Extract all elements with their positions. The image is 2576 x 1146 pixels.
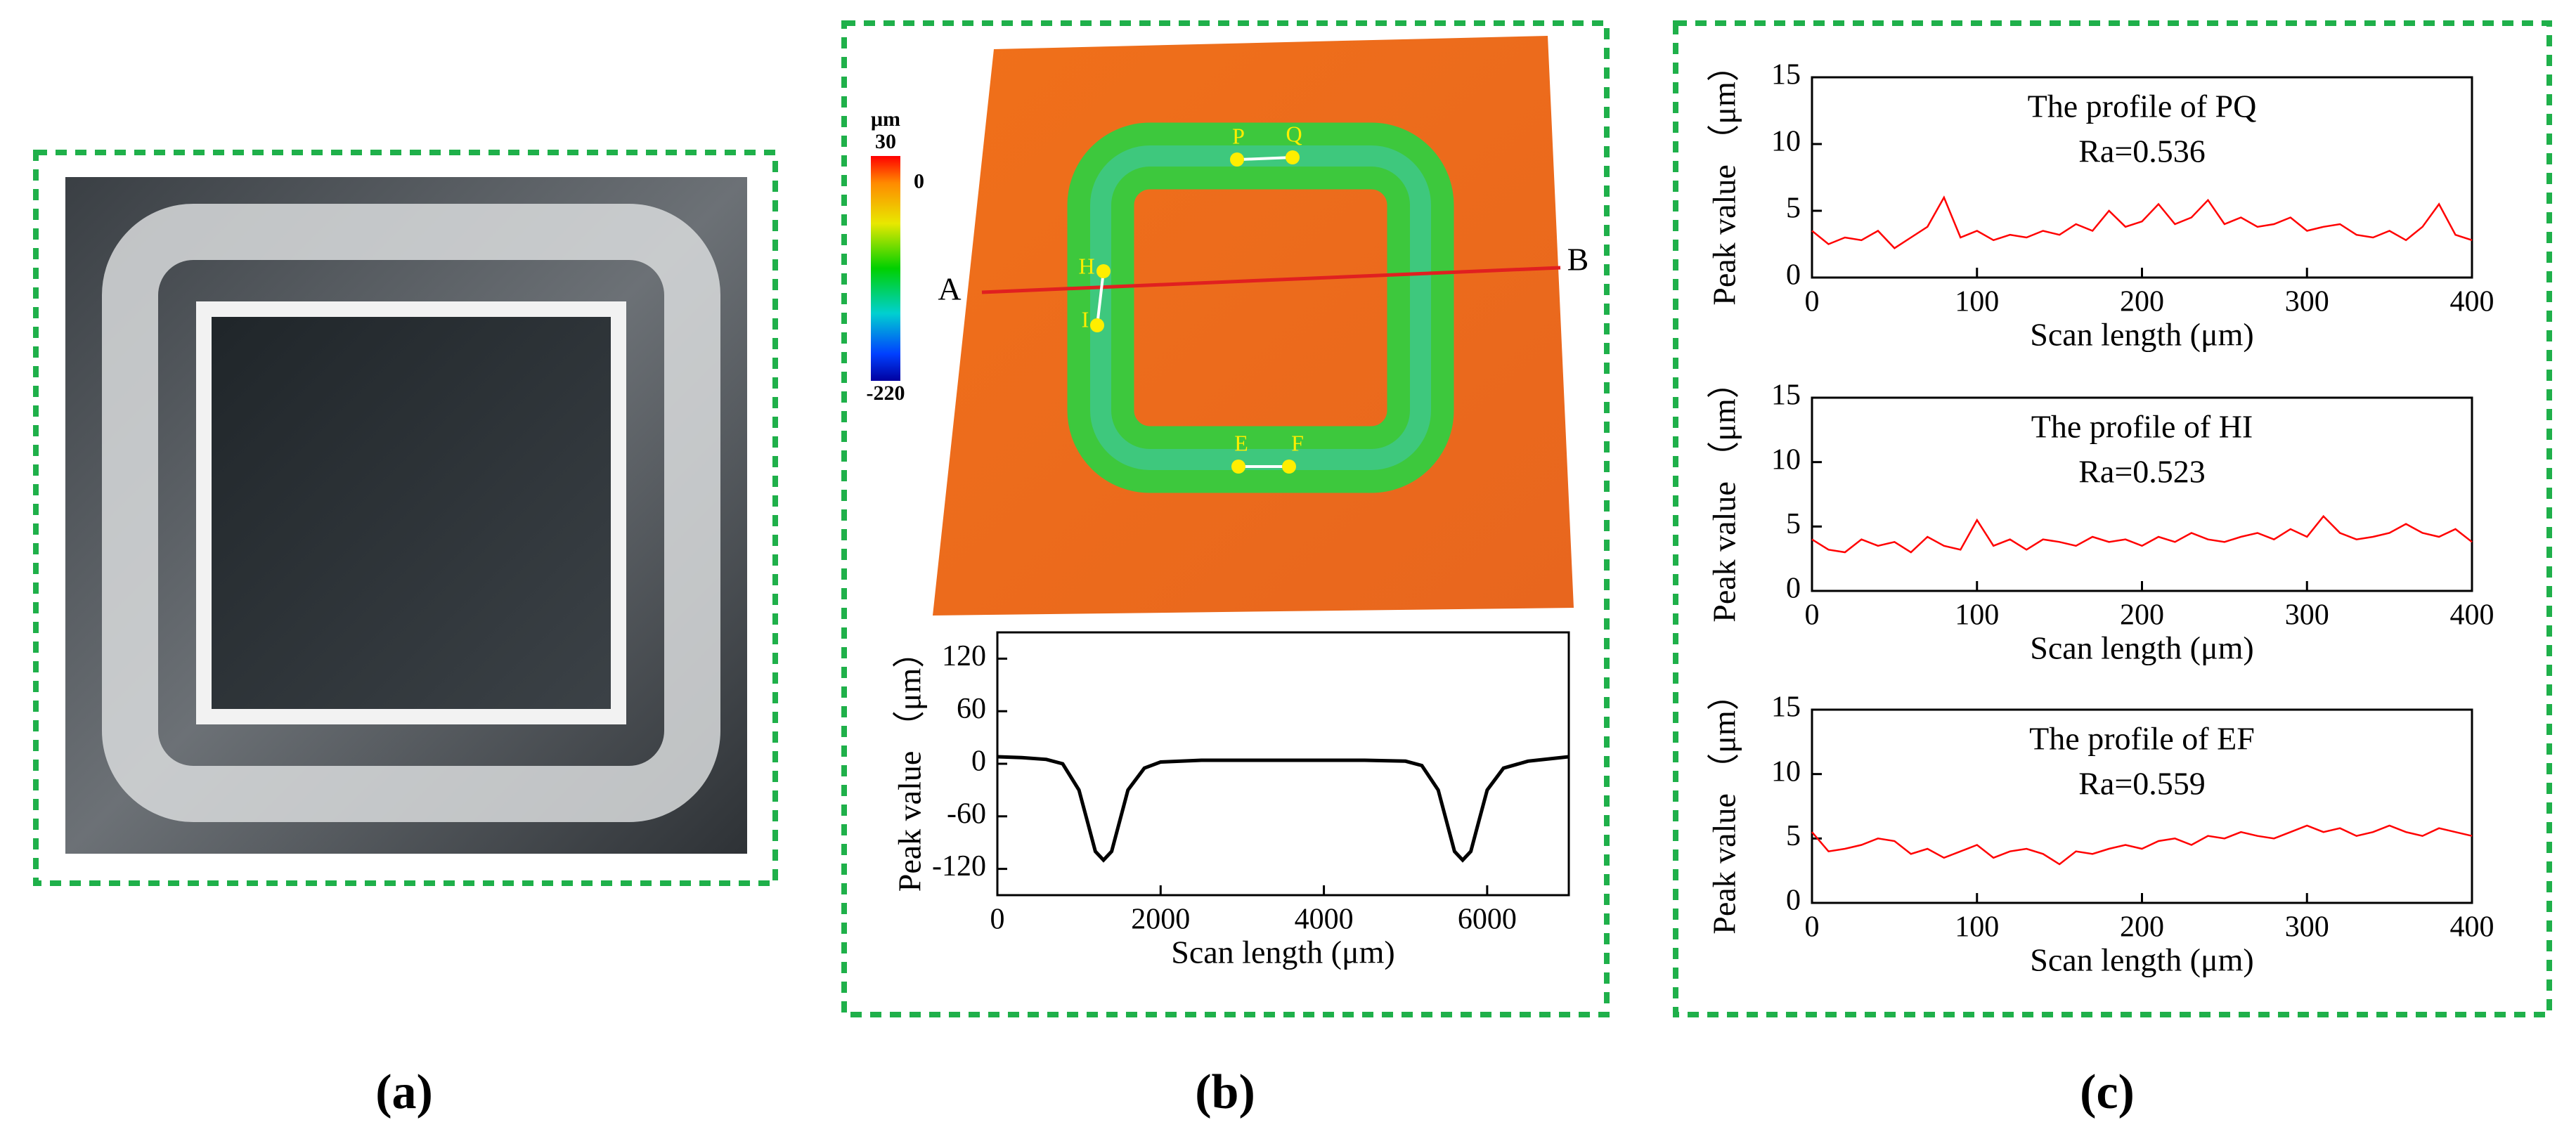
y-tick-label: 120 <box>942 640 986 672</box>
x-tick-label: 0 <box>1805 911 1820 944</box>
point-label: H <box>1078 253 1094 278</box>
point-label: E <box>1234 430 1248 455</box>
y-tick-label: 0 <box>971 745 986 778</box>
colorbar <box>871 156 900 381</box>
x-tick-label: 100 <box>1955 286 1999 318</box>
x-axis-label: Scan length (μm) <box>1171 935 1394 970</box>
data-line <box>997 755 1569 863</box>
x-tick-label: 0 <box>1805 599 1820 632</box>
y-tick-label: 60 <box>957 693 986 725</box>
y-tick-label: 0 <box>1786 885 1801 917</box>
point-label: Q <box>1286 121 1302 146</box>
x-tick-label: 100 <box>1955 599 1999 632</box>
panel-frame <box>841 20 1610 1017</box>
x-axis-label: Scan length (μm) <box>2030 630 2253 666</box>
section-line <box>981 266 1561 294</box>
y-tick-label: 15 <box>1771 691 1801 724</box>
y-tick-label: 0 <box>1786 259 1801 292</box>
y-axis-label: Peak value （μm） <box>1707 678 1742 934</box>
y-tick-label: 10 <box>1771 126 1801 158</box>
y-tick-label: 5 <box>1786 193 1801 225</box>
y-axis-label: Peak value （μm） <box>892 636 928 892</box>
colorbar-unit: μm <box>871 108 900 131</box>
y-tick-label: 15 <box>1771 379 1801 412</box>
y-tick-label: 15 <box>1771 59 1801 91</box>
point-label: B <box>1567 242 1589 278</box>
x-tick-label: 300 <box>2285 599 2329 632</box>
point-label: F <box>1291 430 1304 455</box>
y-tick-label: 0 <box>1786 573 1801 605</box>
x-axis-label: Scan length (μm) <box>2030 317 2253 353</box>
x-tick-label: 400 <box>2450 911 2494 944</box>
colorbar-label: 0 <box>914 169 924 193</box>
y-axis-label: Peak value （μm） <box>1707 49 1742 305</box>
y-tick-label: -120 <box>932 850 986 883</box>
point-marker <box>1096 264 1111 278</box>
y-tick-label: -60 <box>947 797 986 830</box>
chart-title: The profile of EF <box>2029 721 2255 757</box>
annotation: Ra=0.523 <box>2078 454 2206 490</box>
ring-inner <box>196 301 626 724</box>
point-marker <box>1090 318 1104 332</box>
x-tick-label: 200 <box>2120 599 2164 632</box>
panel-label: (b) <box>1195 1065 1255 1119</box>
colorbar-label: -220 <box>867 382 905 405</box>
plot-frame <box>996 631 1570 897</box>
x-tick-label: 4000 <box>1295 904 1354 936</box>
x-tick-label: 200 <box>2120 911 2164 944</box>
point-marker <box>1286 150 1300 164</box>
x-tick-label: 300 <box>2285 911 2329 944</box>
x-tick-label: 400 <box>2450 286 2494 318</box>
x-tick-label: 0 <box>990 904 1005 936</box>
y-tick-label: 5 <box>1786 820 1801 852</box>
y-tick-label: 10 <box>1771 755 1801 788</box>
segment <box>1239 156 1293 161</box>
chart-title: The profile of HI <box>2031 409 2253 445</box>
point-label: I <box>1082 306 1089 332</box>
annotation: Ra=0.536 <box>2078 134 2206 169</box>
x-tick-label: 200 <box>2120 286 2164 318</box>
x-tick-label: 100 <box>1955 911 1999 944</box>
x-tick-label: 400 <box>2450 599 2494 632</box>
point-label: A <box>938 271 961 307</box>
x-tick-label: 2000 <box>1131 904 1190 936</box>
point-marker <box>1282 460 1296 474</box>
data-line <box>1811 824 2473 866</box>
annotation: Ra=0.559 <box>2078 766 2206 802</box>
x-axis-label: Scan length (μm) <box>2030 942 2253 978</box>
data-line <box>1811 514 2473 554</box>
point-marker <box>1230 152 1244 167</box>
panel-label: (a) <box>375 1065 433 1119</box>
x-tick-label: 0 <box>1805 286 1820 318</box>
panel-label: (c) <box>2080 1065 2135 1119</box>
chart-title: The profile of PQ <box>2028 89 2257 124</box>
point-marker <box>1231 460 1245 474</box>
groove-bottom <box>1090 145 1431 470</box>
ring-outer <box>102 204 720 822</box>
panel-frame <box>1673 20 2552 1017</box>
x-tick-label: 300 <box>2285 286 2329 318</box>
y-tick-label: 5 <box>1786 508 1801 540</box>
colorbar-label: 30 <box>875 130 896 153</box>
x-tick-label: 6000 <box>1458 904 1517 936</box>
point-label: P <box>1232 123 1245 148</box>
y-tick-label: 10 <box>1771 443 1801 476</box>
y-axis-label: Peak value （μm） <box>1707 366 1742 622</box>
panel-frame <box>33 150 778 886</box>
data-line <box>1811 195 2473 249</box>
segment <box>1096 271 1105 326</box>
